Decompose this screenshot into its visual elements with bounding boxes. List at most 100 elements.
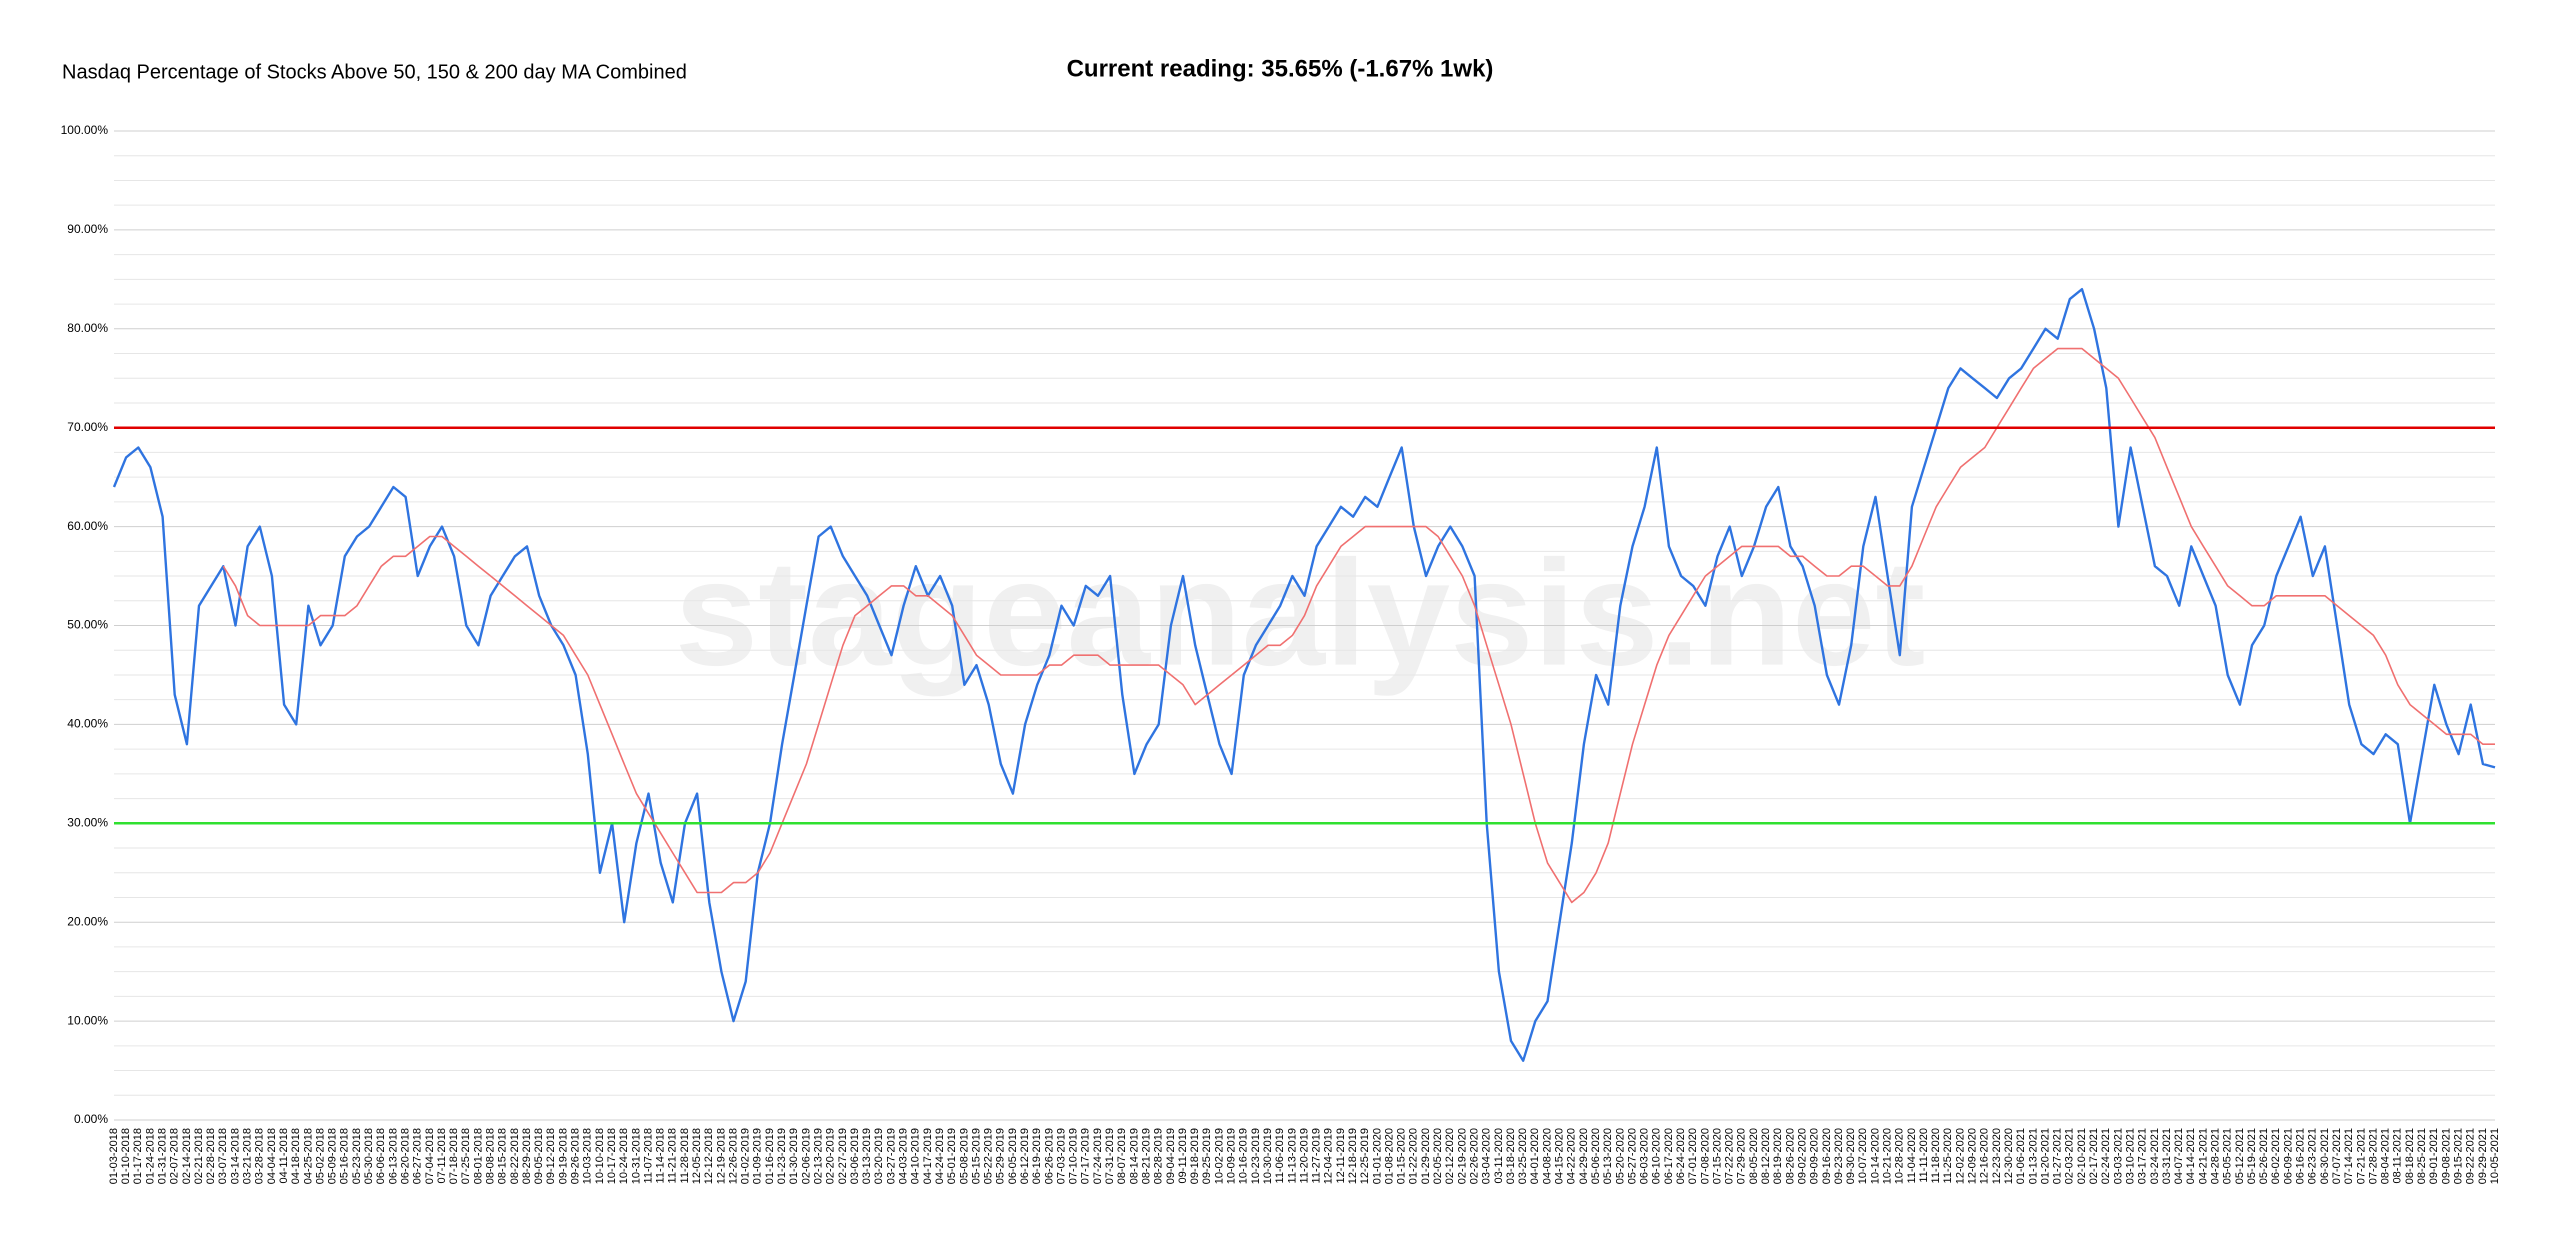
x-tick-label: 09-23-2020 [1833,1128,1845,1184]
x-tick-label: 02-07-2018 [169,1128,181,1184]
x-tick-label: 07-03-2019 [1055,1128,1067,1184]
x-tick-label: 04-25-2018 [302,1128,314,1184]
x-tick-label: 06-09-2021 [2282,1128,2294,1184]
x-tick-label: 10-28-2020 [1894,1128,1906,1184]
x-tick-label: 02-26-2020 [1468,1128,1480,1184]
x-tick-label: 08-04-2021 [2380,1128,2392,1184]
x-tick-label: 05-13-2020 [1602,1128,1614,1184]
x-tick-label: 07-18-2018 [448,1128,460,1184]
x-tick-label: 09-09-2020 [1809,1128,1821,1184]
x-tick-label: 07-04-2018 [424,1128,436,1184]
x-tick-label: 10-17-2018 [606,1128,618,1184]
x-tick-label: 05-23-2018 [351,1128,363,1184]
x-tick-label: 02-10-2021 [2076,1128,2088,1184]
x-tick-label: 10-31-2018 [630,1128,642,1184]
series-line [112,288,2496,1062]
x-tick-label: 06-17-2020 [1663,1128,1675,1184]
x-tick-label: 12-12-2018 [703,1128,715,1184]
x-tick-label: 04-18-2018 [290,1128,302,1184]
x-tick-label: 02-21-2018 [193,1128,205,1184]
x-tick-label: 11-13-2019 [1286,1128,1298,1183]
chart-subtitle: Current reading: 35.65% (-1.67% 1wk) [1067,55,1494,82]
x-tick-label: 10-05-2021 [2489,1128,2501,1184]
x-tick-label: 09-11-2019 [1177,1128,1189,1183]
x-tick-label: 07-29-2020 [1736,1128,1748,1184]
x-tick-label: 10-14-2020 [1869,1128,1881,1184]
x-tick-label: 05-02-2018 [314,1128,326,1184]
x-tick-label: 10-09-2019 [1226,1128,1238,1184]
x-tick-label: 03-18-2020 [1505,1128,1517,1184]
x-tick-label: 07-15-2020 [1711,1128,1723,1184]
y-tick-label: 60.00% [67,519,108,533]
x-tick-label: 05-19-2021 [2246,1128,2258,1184]
x-tick-label: 11-21-2018 [667,1128,679,1183]
x-tick-label: 03-14-2018 [229,1128,241,1184]
x-tick-label: 11-20-2019 [1298,1128,1310,1183]
x-tick-label: 12-26-2018 [727,1128,739,1184]
y-tick-label: 90.00% [67,222,108,236]
x-tick-label: 01-02-2019 [740,1128,752,1184]
x-tick-label: 01-16-2019 [764,1128,776,1184]
x-tick-label: 11-14-2018 [655,1128,667,1183]
x-tick-label: 06-30-2021 [2319,1128,2331,1184]
x-tick-label: 01-24-2018 [144,1128,156,1184]
x-tick-label: 03-13-2019 [861,1128,873,1184]
x-tick-label: 07-08-2020 [1699,1128,1711,1184]
x-tick-label: 12-09-2020 [1967,1128,1979,1184]
x-tick-label: 07-31-2019 [1104,1128,1116,1184]
y-tick-label: 40.00% [67,717,108,731]
x-tick-label: 08-12-2020 [1760,1128,1772,1184]
x-tick-label: 04-01-2020 [1529,1128,1541,1184]
x-tick-label: 10-10-2018 [594,1128,606,1184]
x-tick-label: 06-26-2019 [1043,1128,1055,1184]
x-tick-label: 12-11-2019 [1335,1128,1347,1183]
x-tick-label: 03-06-2019 [849,1128,861,1184]
x-tick-label: 11-27-2019 [1311,1128,1323,1183]
x-tick-label: 01-08-2020 [1383,1128,1395,1184]
x-tick-label: 10-24-2018 [618,1128,630,1184]
x-tick-label: 06-27-2018 [412,1128,424,1184]
x-tick-label: 01-06-2021 [2015,1128,2027,1184]
x-tick-label: 12-05-2018 [691,1128,703,1184]
x-tick-label: 07-11-2018 [436,1128,448,1183]
y-tick-label: 100.00% [61,123,109,137]
x-tick-label: 09-12-2018 [545,1128,557,1184]
x-tick-label: 07-24-2019 [1092,1128,1104,1184]
x-tick-label: 05-06-2020 [1590,1128,1602,1184]
watermark: stageanalysis.net [675,529,1926,697]
x-tick-label: 06-02-2021 [2270,1128,2282,1184]
x-tick-label: 03-17-2021 [2137,1128,2149,1184]
x-tick-label: 04-04-2018 [266,1128,278,1184]
x-tick-label: 06-24-2020 [1675,1128,1687,1184]
x-tick-label: 01-29-2020 [1420,1128,1432,1184]
x-tick-label: 08-08-2018 [484,1128,496,1184]
x-tick-label: 09-02-2020 [1796,1128,1808,1184]
x-tick-label: 01-27-2021 [2052,1128,2064,1184]
x-tick-label: 05-16-2018 [339,1128,351,1184]
x-tick-label: 06-19-2019 [1031,1128,1043,1184]
x-tick-label: 07-28-2021 [2367,1128,2379,1184]
x-tick-label: 01-30-2019 [788,1128,800,1184]
x-tick-label: 07-22-2020 [1724,1128,1736,1184]
x-tick-label: 10-23-2019 [1250,1128,1262,1184]
x-tick-label: 09-16-2020 [1821,1128,1833,1184]
x-tick-label: 03-21-2018 [242,1128,254,1184]
x-tick-label: 01-20-2021 [2039,1128,2051,1184]
x-tick-label: 12-25-2019 [1359,1128,1371,1184]
y-tick-label: 30.00% [67,815,108,829]
x-tick-label: 10-16-2019 [1238,1128,1250,1184]
x-tick-label: 06-13-2018 [387,1128,399,1184]
x-tick-label: 04-08-2020 [1541,1128,1553,1184]
x-tick-label: 08-11-2021 [2392,1128,2404,1183]
x-tick-label: 06-06-2018 [375,1128,387,1184]
chart-title: Nasdaq Percentage of Stocks Above 50, 15… [62,61,687,83]
x-tick-label: 05-29-2019 [995,1128,1007,1184]
x-tick-label: 07-10-2019 [1068,1128,1080,1184]
x-tick-label: 07-01-2020 [1687,1128,1699,1184]
x-tick-label: 01-09-2019 [752,1128,764,1184]
x-tick-label: 07-17-2019 [1080,1128,1092,1184]
x-tick-label: 09-22-2021 [2465,1128,2477,1184]
x-tick-label: 11-25-2020 [1942,1128,1954,1183]
x-tick-label: 01-03-2018 [108,1128,120,1184]
x-tick-label: 04-11-2018 [278,1128,290,1183]
